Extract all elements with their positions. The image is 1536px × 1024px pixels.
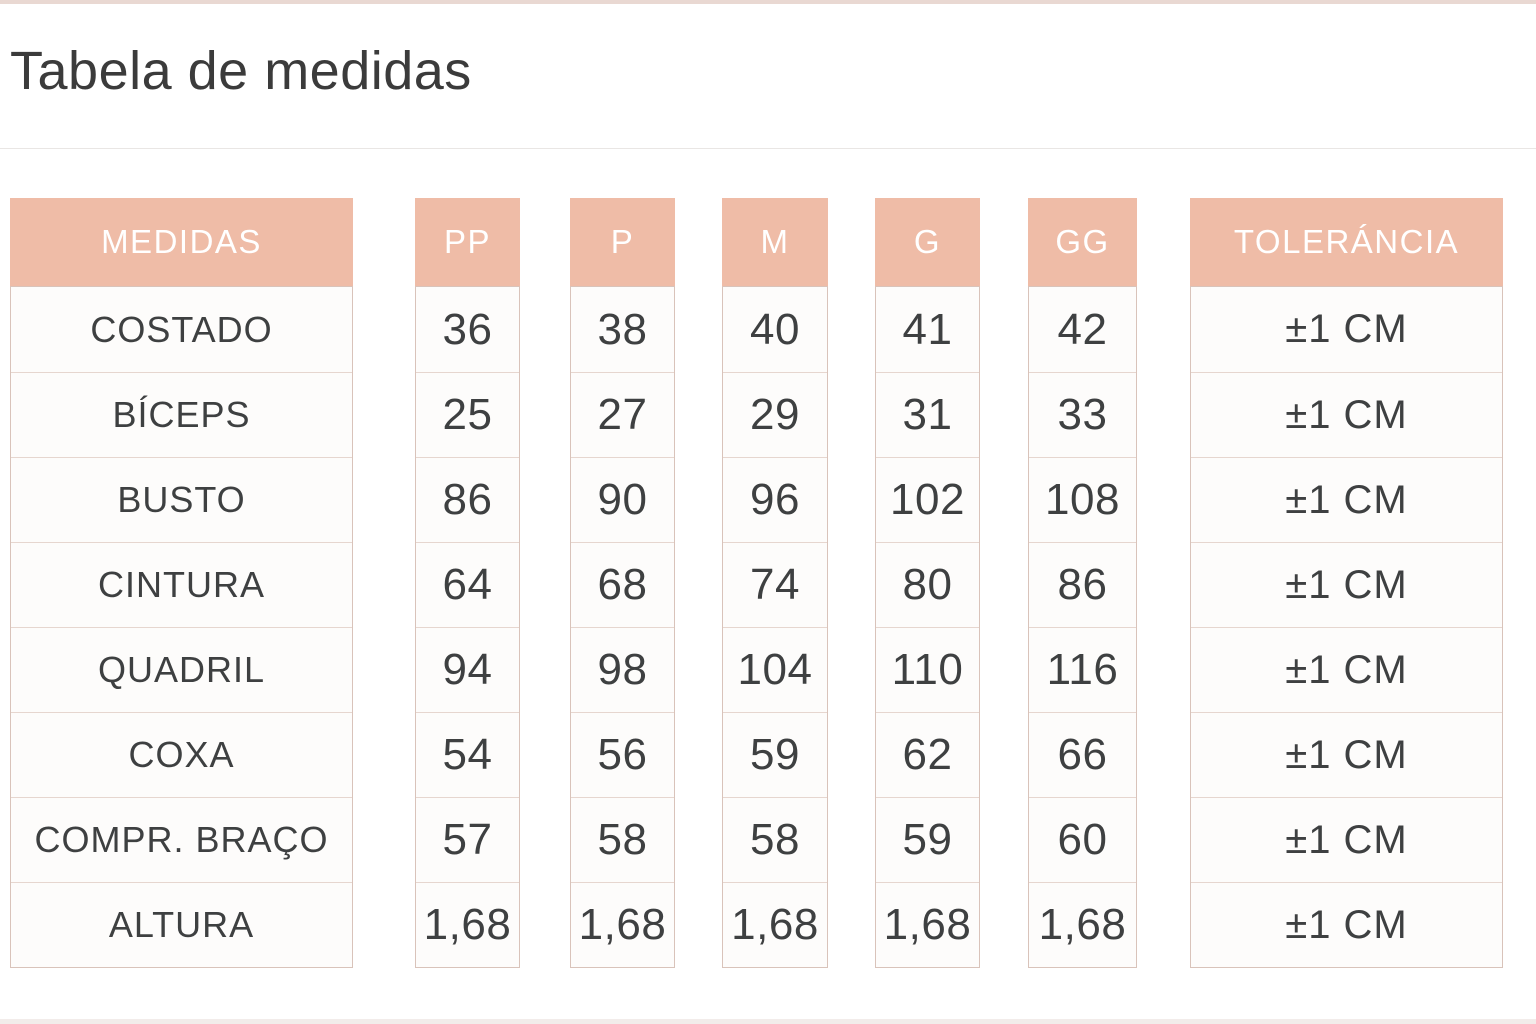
tolerance-cell: ±1 CM	[1191, 457, 1502, 542]
tolerance-cell: ±1 CM	[1285, 307, 1408, 351]
value-cell: 58	[571, 797, 674, 882]
value-cell: 86	[1029, 542, 1136, 627]
value-cell: 1,68	[876, 882, 979, 967]
value-cell: 74	[723, 542, 827, 627]
column-tolerancia: TOLERÁNCIA ±1 CM ±1 CM ±1 CM ±1 CM ±1 CM ±1 C…	[1190, 198, 1503, 968]
value-cell: 25	[416, 372, 519, 457]
value-cell: 54	[416, 712, 519, 797]
value-cell: 116	[1029, 627, 1136, 712]
value-cell: 27	[571, 372, 674, 457]
value-cell: 40	[750, 304, 800, 354]
value-cell: 108	[1029, 457, 1136, 542]
column-body-m: 40 29 96 74 104 59 58 1,68	[722, 286, 828, 968]
value-cell: 86	[416, 457, 519, 542]
column-header-tolerancia: TOLERÁNCIA	[1190, 198, 1503, 286]
value-cell: 104	[723, 627, 827, 712]
column-body-pp: 36 25 86 64 94 54 57 1,68	[415, 286, 520, 968]
column-body-tolerancia: ±1 CM ±1 CM ±1 CM ±1 CM ±1 CM ±1 CM ±1 CM ±1 CM	[1190, 286, 1503, 968]
top-decorative-strip	[0, 0, 1536, 4]
column-gg: GG 42 33 108 86 116 66 60 1,68	[1028, 198, 1137, 968]
value-cell: 36	[442, 304, 493, 354]
tolerance-cell: ±1 CM	[1191, 712, 1502, 797]
value-cell: 110	[876, 627, 979, 712]
value-cell: 96	[723, 457, 827, 542]
column-body-medidas: COSTADO BÍCEPS BUSTO CINTURA QUADRIL COXA COMP…	[10, 286, 353, 968]
value-cell: 68	[571, 542, 674, 627]
section-divider	[0, 148, 1536, 149]
column-body-p: 38 27 90 68 98 56 58 1,68	[570, 286, 675, 968]
value-cell: 42	[1057, 304, 1108, 354]
tolerance-cell: ±1 CM	[1191, 627, 1502, 712]
row-label: BÍCEPS	[11, 372, 352, 457]
value-cell: 62	[876, 712, 979, 797]
bottom-decorative-strip	[0, 1019, 1536, 1024]
column-header-m: M	[722, 198, 828, 286]
value-cell: 41	[902, 304, 953, 354]
column-body-g: 41 31 102 80 110 62 59 1,68	[875, 286, 980, 968]
value-cell: 38	[597, 304, 648, 354]
row-label: COSTADO	[90, 308, 273, 350]
value-cell: 1,68	[571, 882, 674, 967]
row-label: ALTURA	[11, 882, 352, 967]
row-label: QUADRIL	[11, 627, 352, 712]
column-pp: PP 36 25 86 64 94 54 57 1,68	[415, 198, 520, 968]
value-cell: 58	[723, 797, 827, 882]
value-cell: 1,68	[1029, 882, 1136, 967]
row-label: CINTURA	[11, 542, 352, 627]
size-chart-table: MEDIDAS COSTADO BÍCEPS BUSTO CINTURA QUADRIL…	[10, 198, 1503, 968]
column-header-medidas: MEDIDAS	[10, 198, 353, 286]
value-cell: 57	[416, 797, 519, 882]
value-cell: 60	[1029, 797, 1136, 882]
column-m: M 40 29 96 74 104 59 58 1,68	[722, 198, 828, 968]
value-cell: 98	[571, 627, 674, 712]
value-cell: 1,68	[416, 882, 519, 967]
value-cell: 94	[416, 627, 519, 712]
value-cell: 1,68	[723, 882, 827, 967]
value-cell: 90	[571, 457, 674, 542]
row-label: COMPR. BRAÇO	[11, 797, 352, 882]
value-cell: 31	[876, 372, 979, 457]
column-body-gg: 42 33 108 86 116 66 60 1,68	[1028, 286, 1137, 968]
value-cell: 33	[1029, 372, 1136, 457]
column-header-g: G	[875, 198, 980, 286]
tolerance-cell: ±1 CM	[1191, 797, 1502, 882]
tolerance-cell: ±1 CM	[1191, 542, 1502, 627]
value-cell: 80	[876, 542, 979, 627]
value-cell: 59	[723, 712, 827, 797]
page-title: Tabela de medidas	[10, 41, 472, 101]
column-medidas: MEDIDAS COSTADO BÍCEPS BUSTO CINTURA QUADRIL…	[10, 198, 353, 968]
value-cell: 59	[876, 797, 979, 882]
value-cell: 66	[1029, 712, 1136, 797]
value-cell: 29	[723, 372, 827, 457]
column-header-gg: GG	[1028, 198, 1137, 286]
tolerance-cell: ±1 CM	[1191, 372, 1502, 457]
value-cell: 64	[416, 542, 519, 627]
value-cell: 56	[571, 712, 674, 797]
tolerance-cell: ±1 CM	[1191, 882, 1502, 967]
column-p: P 38 27 90 68 98 56 58 1,68	[570, 198, 675, 968]
column-header-p: P	[570, 198, 675, 286]
column-header-pp: PP	[415, 198, 520, 286]
value-cell: 102	[876, 457, 979, 542]
row-label: BUSTO	[11, 457, 352, 542]
row-label: COXA	[11, 712, 352, 797]
column-g: G 41 31 102 80 110 62 59 1,68	[875, 198, 980, 968]
